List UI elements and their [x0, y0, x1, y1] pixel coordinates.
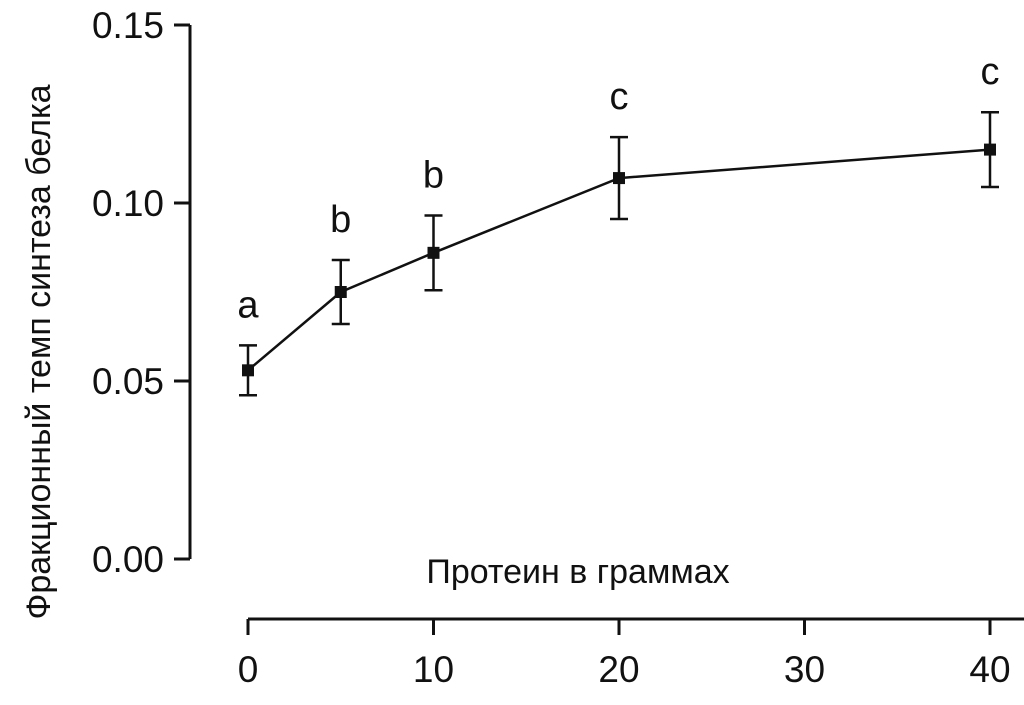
data-point — [613, 172, 625, 185]
significance-label: a — [237, 284, 259, 326]
significance-label: c — [981, 51, 1000, 93]
y-axis-title: Фракционный темп синтеза белка — [20, 84, 58, 619]
y-tick-label: 0.00 — [92, 539, 164, 580]
significance-label: b — [423, 154, 444, 196]
y-tick-label: 0.15 — [92, 5, 164, 46]
plot-area: a b b c c — [237, 51, 1000, 397]
data-point — [984, 143, 996, 156]
x-axis: 0 10 20 30 40 — [238, 617, 1024, 690]
y-tick-label: 0.05 — [92, 361, 164, 402]
significance-label: b — [330, 199, 351, 241]
y-axis: 0.00 0.05 0.10 0.15 — [92, 5, 192, 580]
x-tick-label: 40 — [969, 649, 1010, 690]
y-tick-label: 0.10 — [92, 183, 164, 224]
significance-label: c — [610, 76, 629, 118]
x-axis-title: Протеин в граммах — [426, 553, 729, 591]
data-point — [427, 246, 440, 259]
data-point — [334, 286, 347, 298]
x-tick-label: 20 — [598, 649, 639, 690]
x-tick-label: 10 — [413, 649, 454, 690]
data-point — [242, 364, 254, 377]
x-tick-label: 0 — [238, 649, 259, 690]
x-tick-label: 30 — [784, 649, 825, 690]
